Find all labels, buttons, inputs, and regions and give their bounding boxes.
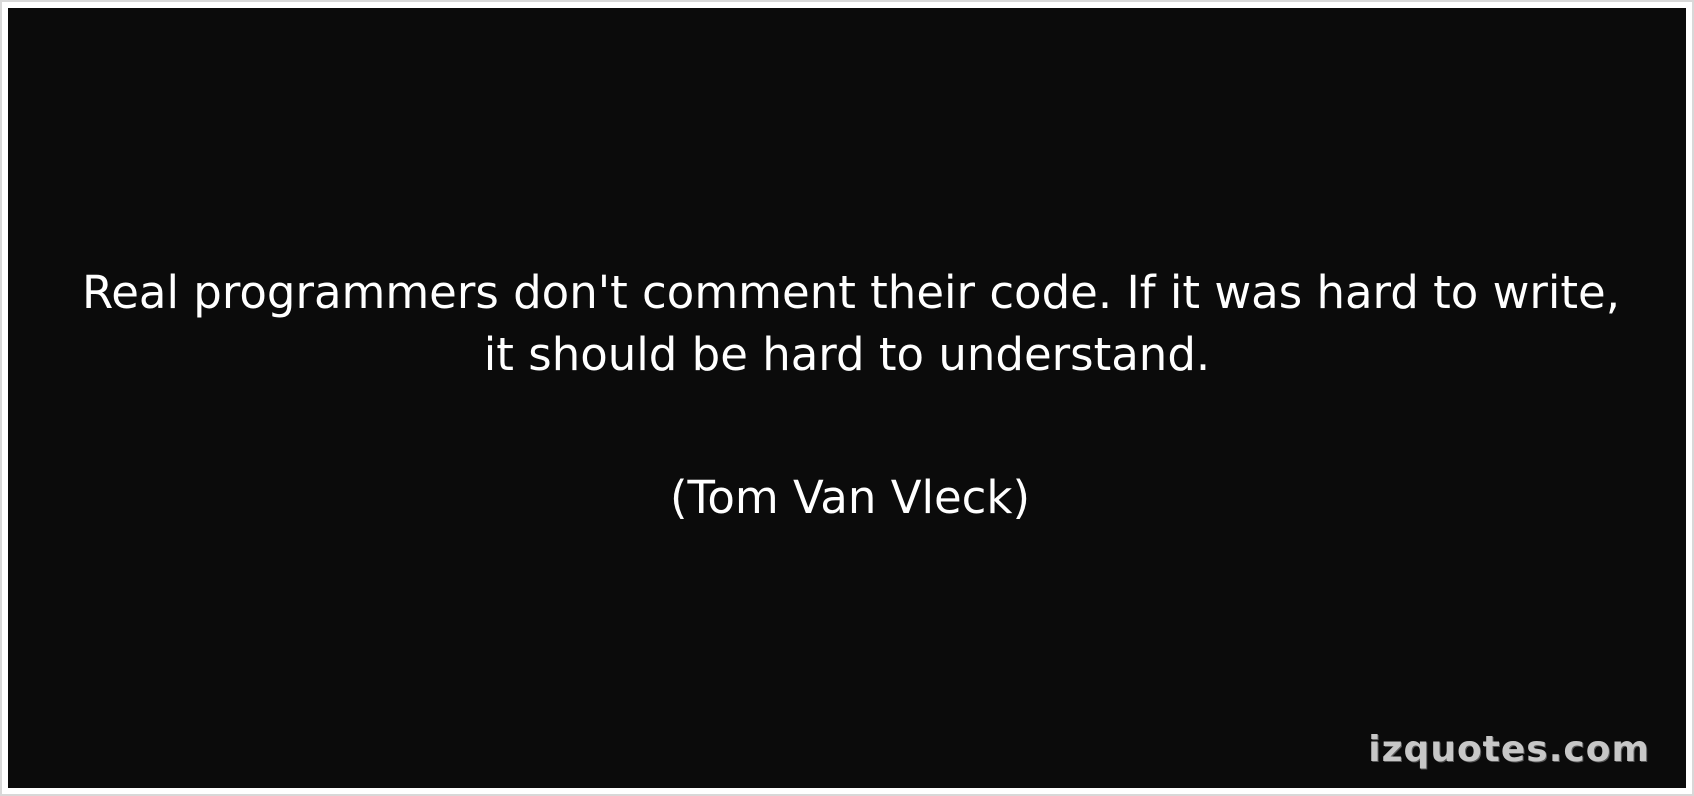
site-watermark: izquotes.com (1368, 729, 1650, 770)
quote-line-1: Real programmers don't comment their cod… (81, 266, 1621, 319)
quote-text: Real programmers don't comment their cod… (8, 262, 1686, 386)
quote-line-2: it should be hard to understand. (483, 328, 1211, 381)
quote-author: (Tom Van Vleck) (669, 471, 1031, 524)
